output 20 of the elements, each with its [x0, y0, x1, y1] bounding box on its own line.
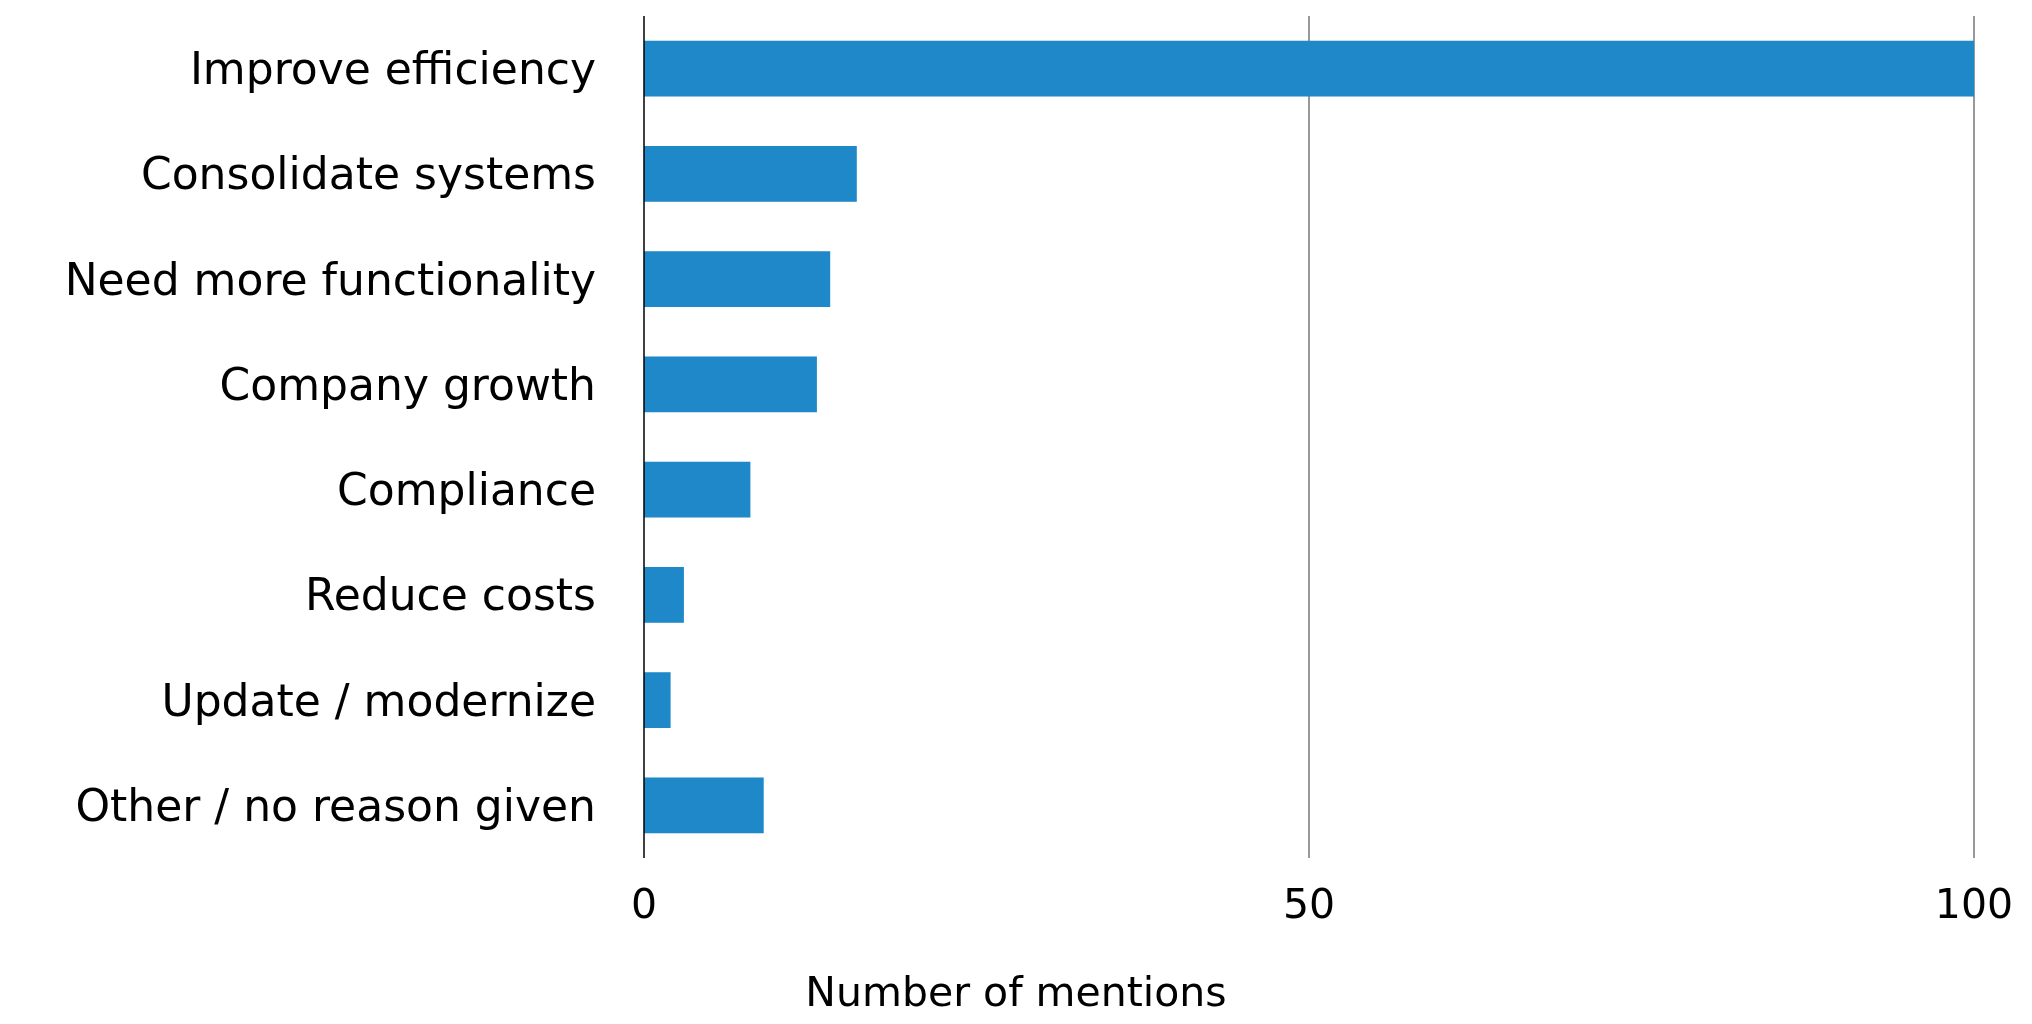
y-tick-label: Update / modernize — [161, 674, 596, 726]
y-tick-label: Compliance — [337, 464, 596, 516]
bar — [644, 356, 817, 413]
x-tick-label: 100 — [1934, 880, 2014, 928]
bar — [644, 461, 751, 518]
y-tick-label: Improve efficiency — [189, 43, 596, 95]
bar — [644, 251, 831, 308]
bar — [644, 40, 1974, 97]
bar — [644, 672, 671, 729]
bar — [644, 145, 857, 202]
x-tick-label: 0 — [630, 880, 658, 928]
y-tick-label: Consolidate systems — [140, 148, 596, 200]
bar — [644, 566, 684, 623]
x-axis-title: Number of mentions — [805, 968, 1227, 1016]
y-tick-label: Need more functionality — [64, 253, 596, 305]
y-tick-label: Company growth — [219, 358, 596, 410]
bar — [644, 777, 764, 834]
y-tick-label: Reduce costs — [305, 569, 596, 621]
y-tick-label: Other / no reason given — [75, 779, 596, 831]
x-tick-label: 50 — [1282, 880, 1336, 928]
